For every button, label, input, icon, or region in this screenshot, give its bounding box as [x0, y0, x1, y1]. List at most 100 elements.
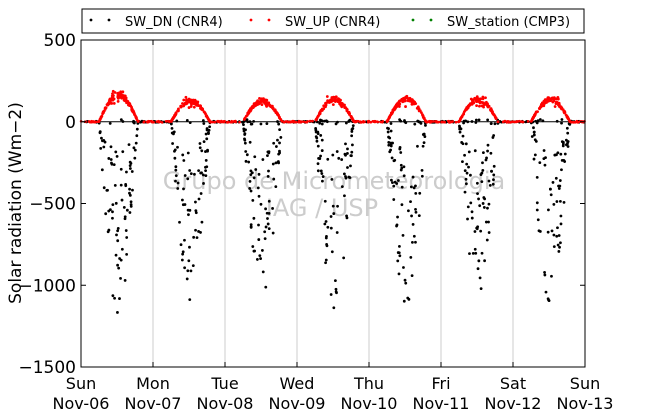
sw-up-point [171, 117, 175, 121]
sw-up-point [451, 120, 454, 123]
sw-up-point [374, 120, 377, 123]
sw-up-point [330, 96, 334, 99]
sw-dn-point [550, 274, 553, 278]
sw-dn-point [422, 141, 426, 144]
sw-dn-point [194, 200, 197, 204]
sw-dn-point [189, 269, 193, 273]
sw-up-point [466, 106, 470, 110]
sw-up-point [547, 98, 551, 102]
sw-up-point [189, 105, 193, 108]
sw-dn-point [321, 179, 324, 183]
sw-dn-point [119, 118, 123, 122]
sw-dn-point [409, 200, 412, 204]
sw-up-point [116, 99, 120, 103]
sw-up-point [246, 112, 250, 116]
sw-dn-point [174, 174, 178, 178]
x-tick-label-date: Nov-06 [53, 394, 110, 409]
sw-dn-point [186, 269, 190, 273]
sw-dn-point [559, 152, 563, 156]
sw-dn-point [114, 150, 118, 154]
sw-dn-point [544, 290, 548, 294]
sw-dn-point [320, 122, 324, 126]
sw-dn-point [464, 182, 468, 186]
sw-dn-point [111, 294, 115, 298]
sw-dn-point [393, 180, 397, 184]
sw-dn-point [564, 143, 568, 147]
sw-dn-point [181, 153, 185, 157]
sw-dn-point [248, 120, 252, 124]
sw-dn-point [324, 119, 328, 123]
sw-dn-point [123, 279, 127, 282]
sw-dn-point [466, 120, 470, 124]
sw-dn-point [465, 162, 469, 166]
sw-up-point [563, 111, 566, 115]
sw-dn-point [102, 145, 106, 149]
sw-dn-point [205, 128, 209, 132]
sw-dn-point [482, 196, 486, 199]
sw-up-point [574, 120, 578, 124]
sw-dn-point [278, 128, 282, 132]
sw-dn-point [100, 136, 103, 140]
sw-dn-point [107, 228, 111, 232]
sw-dn-point [481, 151, 485, 155]
sw-dn-point [542, 149, 546, 152]
sw-dn-point [189, 172, 193, 176]
sw-dn-point [249, 169, 253, 173]
sw-up-point [311, 119, 314, 123]
sw-dn-point [252, 176, 256, 180]
sw-up-point [493, 115, 497, 119]
sw-dn-point [197, 230, 200, 233]
sw-dn-point [116, 229, 120, 233]
y-tick-label: −1500 [18, 358, 76, 378]
sw-dn-point [267, 169, 270, 173]
sw-dn-point [561, 142, 565, 146]
sw-dn-point [258, 254, 262, 258]
sw-dn-point [387, 143, 391, 147]
sw-dn-point [485, 156, 488, 160]
sw-up-point [142, 120, 146, 123]
sw-dn-point [176, 181, 180, 185]
sw-dn-point [117, 266, 121, 270]
sw-up-point [407, 97, 411, 101]
sw-dn-point [555, 119, 559, 123]
sw-up-point [249, 108, 252, 112]
legend: SW_DN (CNR4) SW_UP (CNR4) SW_station (CMP3… [81, 8, 585, 34]
sw-dn-point [256, 186, 260, 190]
sw-dn-point [107, 209, 111, 213]
sw-dn-point [133, 156, 137, 160]
sw-dn-point [199, 171, 203, 175]
sw-up-point [278, 116, 281, 120]
sw-dn-point [316, 162, 320, 166]
sw-dn-point [186, 151, 190, 155]
x-tick-label-day: Wed [280, 374, 315, 393]
sw-dn-point [335, 231, 339, 234]
sw-dn-point [243, 133, 247, 136]
sw-dn-point [492, 173, 496, 177]
sw-dn-point [324, 261, 327, 265]
legend-marker [267, 18, 271, 22]
sw-dn-point [329, 226, 333, 230]
sw-dn-point [535, 201, 539, 205]
sw-dn-point [476, 192, 479, 196]
sw-dn-point [109, 158, 113, 161]
sw-dn-point [466, 205, 470, 209]
sw-dn-point [402, 174, 406, 178]
sw-up-point [334, 96, 338, 99]
sw-dn-point [396, 259, 400, 263]
sw-dn-point [180, 258, 184, 262]
sw-dn-point [127, 143, 131, 147]
sw-dn-point [320, 172, 324, 175]
sw-up-point [145, 120, 149, 124]
legend-label: SW_UP (CNR4) [285, 15, 380, 30]
sw-dn-point [484, 220, 488, 224]
sw-dn-point [188, 169, 192, 172]
sw-up-point [481, 101, 485, 105]
sw-up-point [361, 120, 365, 124]
sw-up-point [271, 106, 275, 110]
sw-dn-point [99, 146, 103, 150]
sw-dn-point [337, 156, 341, 160]
sw-dn-point [346, 166, 349, 169]
sw-dn-point [124, 229, 128, 232]
sw-up-point [339, 98, 342, 102]
legend-marker [107, 18, 111, 22]
